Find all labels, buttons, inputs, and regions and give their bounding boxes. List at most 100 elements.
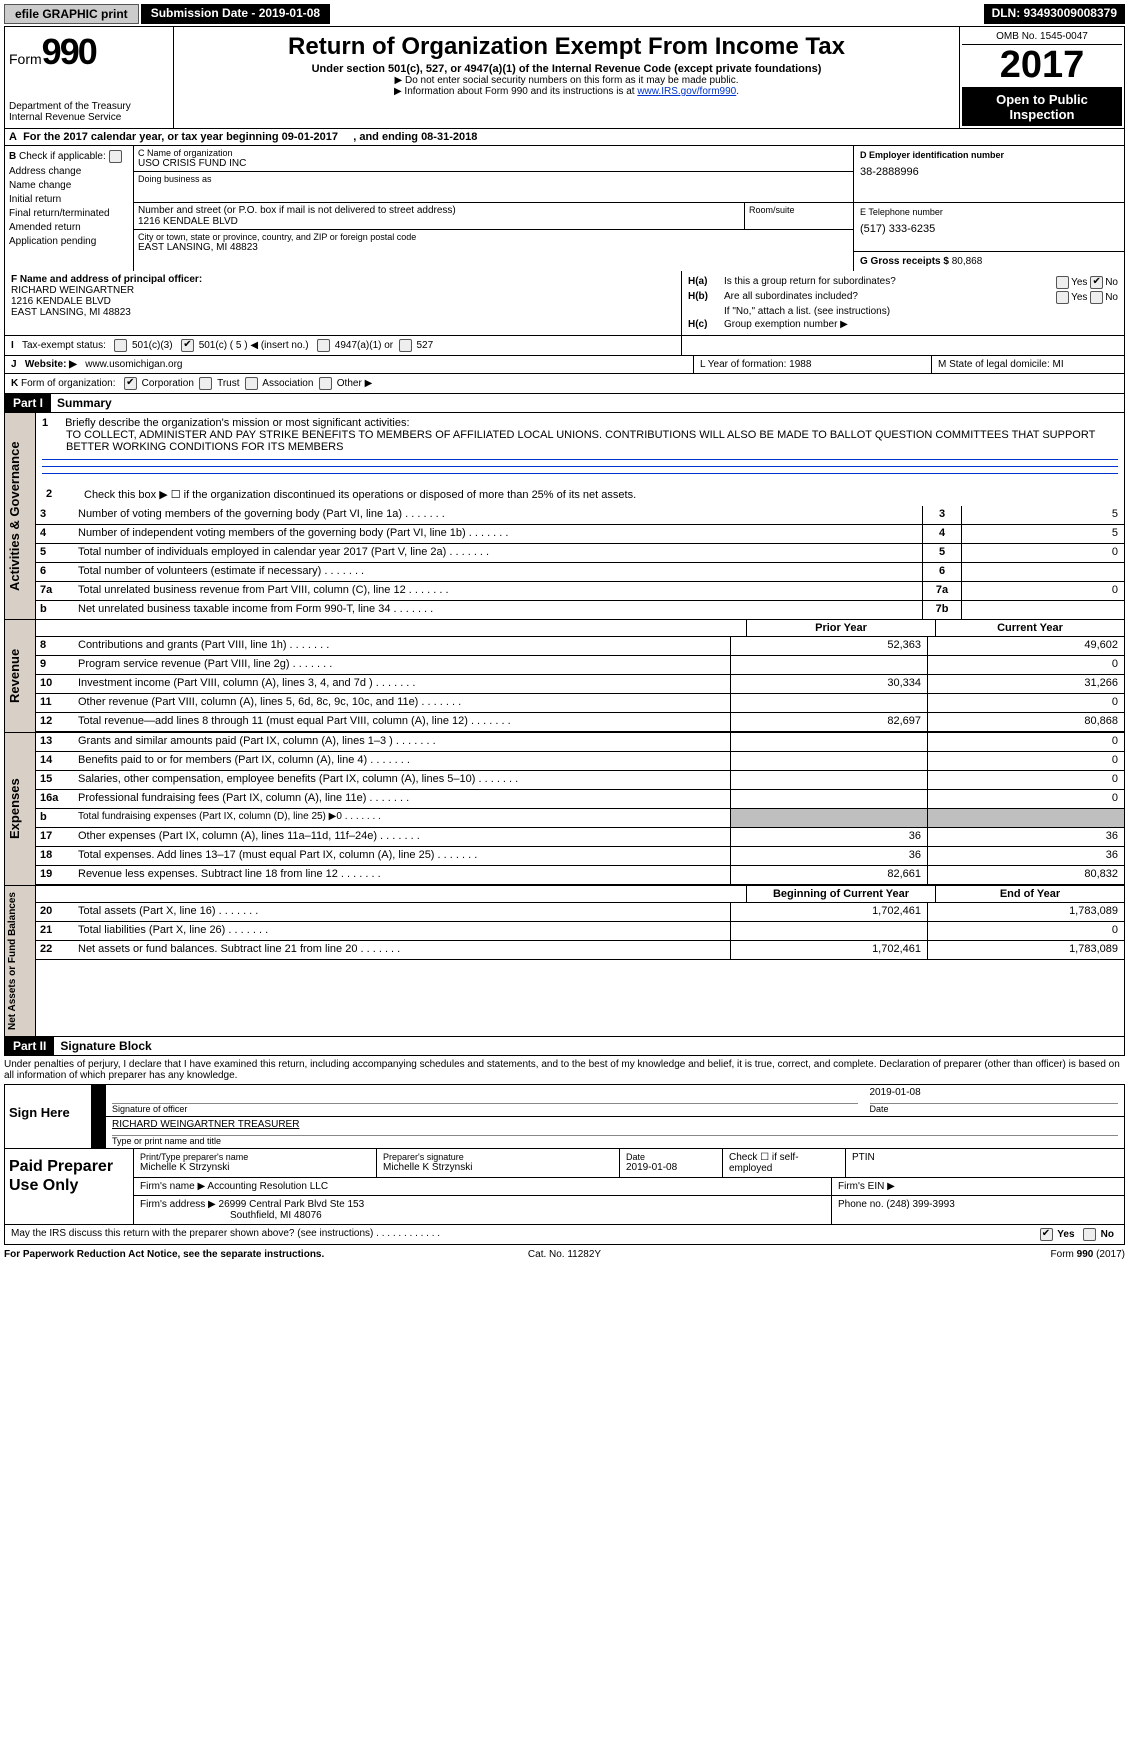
year-headers-row: Prior Year Current Year	[36, 620, 1124, 637]
gov-line-5: 5Total number of individuals employed in…	[36, 544, 1124, 563]
preparer-block: Paid Preparer Use Only Print/Type prepar…	[4, 1149, 1125, 1225]
mission-text: TO COLLECT, ADMINISTER AND PAY STRIKE BE…	[42, 429, 1118, 453]
check-initial-return: Initial return	[9, 194, 129, 205]
checkbox-applicable[interactable]	[109, 150, 122, 163]
col-de: D Employer identification number 38-2888…	[853, 146, 1124, 271]
prep-name-value: Michelle K Strzynski	[140, 1162, 370, 1173]
firm-addr1: 26999 Central Park Blvd Ste 153	[219, 1199, 365, 1210]
discuss-yes: Yes	[1057, 1229, 1074, 1240]
row-a-ending: , and ending 08-31-2018	[353, 131, 477, 143]
part1-header-row: Part I Summary	[4, 394, 1125, 413]
efile-print-button[interactable]: efile GRAPHIC print	[4, 4, 139, 24]
k-assoc: Association	[262, 378, 313, 389]
k-assoc-checkbox[interactable]	[245, 377, 258, 390]
dept-treasury: Department of the Treasury	[9, 101, 169, 112]
room-suite: Room/suite	[744, 203, 853, 229]
gross-label: G Gross receipts $	[860, 256, 949, 267]
sign-arrow-icon	[92, 1085, 106, 1116]
line-b: bTotal fundraising expenses (Part IX, co…	[36, 809, 1124, 828]
discuss-row: May the IRS discuss this return with the…	[4, 1225, 1125, 1245]
beginning-year-header: Beginning of Current Year	[746, 886, 935, 902]
prep-date-label: Date	[626, 1152, 716, 1162]
discuss-no: No	[1101, 1229, 1114, 1240]
gov-line-b: bNet unrelated business taxable income f…	[36, 601, 1124, 619]
sign-name-label: Type or print name and title	[112, 1136, 1118, 1146]
k-other-checkbox[interactable]	[319, 377, 332, 390]
expenses-vert-label: Expenses	[5, 733, 36, 885]
row-fh: F Name and address of principal officer:…	[4, 271, 1125, 336]
j-text: Website: ▶	[25, 359, 77, 370]
line-18: 18Total expenses. Add lines 13–17 (must …	[36, 847, 1124, 866]
form-subtitle-1: Under section 501(c), 527, or 4947(a)(1)…	[182, 63, 951, 75]
current-year-header: Current Year	[935, 620, 1124, 636]
phone-value: (517) 333-6235	[860, 217, 1118, 235]
mission-line-1	[42, 459, 1118, 460]
row-a-prefix: A	[9, 131, 17, 143]
k-text: Form of organization:	[21, 378, 116, 389]
i-label: I	[11, 340, 14, 351]
discuss-yes-checkbox[interactable]: ✔	[1040, 1228, 1053, 1241]
netassets-section: Net Assets or Fund Balances Beginning of…	[4, 886, 1125, 1037]
line-17: 17Other expenses (Part IX, column (A), l…	[36, 828, 1124, 847]
form-header: Form990 Department of the Treasury Inter…	[4, 26, 1125, 128]
officer-signature[interactable]	[112, 1087, 858, 1104]
sign-here-label: Sign Here	[5, 1085, 92, 1148]
b-label: B	[9, 151, 16, 162]
gross-receipts-cell: G Gross receipts $ 80,868	[854, 252, 1124, 271]
gov-line-6: 6Total number of volunteers (estimate if…	[36, 563, 1124, 582]
k-corp-checkbox[interactable]: ✔	[124, 377, 137, 390]
hb-no-checkbox[interactable]	[1090, 291, 1103, 304]
irs-label: Internal Revenue Service	[9, 112, 169, 123]
discuss-no-checkbox[interactable]	[1083, 1228, 1096, 1241]
check-final-return: Final return/terminated	[9, 208, 129, 219]
k-trust-checkbox[interactable]	[199, 377, 212, 390]
l2-text: Check this box ▶ ☐ if the organization d…	[80, 486, 1118, 504]
form-subtitle-3: ▶ Information about Form 990 and its ins…	[182, 86, 951, 97]
row-i-wrap: I Tax-exempt status: 501(c)(3) ✔ 501(c) …	[4, 336, 1125, 356]
footer-right: Form 990 (2017)	[751, 1249, 1125, 1260]
discuss-question: May the IRS discuss this return with the…	[5, 1225, 1030, 1244]
i-501c: 501(c) ( 5 ) ◀ (insert no.)	[199, 340, 309, 351]
expenses-section: Expenses 13Grants and similar amounts pa…	[4, 733, 1125, 886]
street-label: Number and street (or P.O. box if mail i…	[138, 205, 740, 216]
col-c-org-info: C Name of organization USO CRISIS FUND I…	[134, 146, 853, 271]
i-501c3-checkbox[interactable]	[114, 339, 127, 352]
form-subtitle-2: ▶ Do not enter social security numbers o…	[182, 75, 951, 86]
line-12: 12Total revenue—add lines 8 through 11 (…	[36, 713, 1124, 732]
irs-link[interactable]: www.IRS.gov/form990	[637, 86, 736, 97]
revenue-vert-label: Revenue	[5, 620, 36, 732]
mission-line-3	[42, 473, 1118, 474]
k-trust: Trust	[217, 378, 239, 389]
form-label-text: Form	[9, 51, 42, 67]
sign-name-value: RICHARD WEINGARTNER TREASURER	[112, 1119, 1118, 1136]
street-value: 1216 KENDALE BLVD	[138, 216, 740, 227]
i-501c-checkbox[interactable]: ✔	[181, 339, 194, 352]
line-8: 8Contributions and grants (Part VIII, li…	[36, 637, 1124, 656]
check-address-change: Address change	[9, 166, 129, 177]
line-9: 9Program service revenue (Part VIII, lin…	[36, 656, 1124, 675]
i-4947-checkbox[interactable]	[317, 339, 330, 352]
open-to-public: Open to Public Inspection	[962, 88, 1122, 126]
i-501c3: 501(c)(3)	[132, 340, 173, 351]
gov-line-7a: 7aTotal unrelated business revenue from …	[36, 582, 1124, 601]
gov-line-3: 3Number of voting members of the governi…	[36, 506, 1124, 525]
ein-label: D Employer identification number	[860, 150, 1004, 160]
year-formation: L Year of formation: 1988	[694, 356, 932, 373]
l1-pre: Briefly describe the organization's miss…	[65, 417, 409, 429]
block-bcde: B Check if applicable: Address change Na…	[4, 146, 1125, 271]
line-10: 10Investment income (Part VIII, column (…	[36, 675, 1124, 694]
city-value: EAST LANSING, MI 48823	[138, 242, 849, 253]
line-21: 21Total liabilities (Part X, line 26)0	[36, 922, 1124, 941]
netassets-vert-label: Net Assets or Fund Balances	[5, 886, 36, 1036]
ha-no-checkbox[interactable]: ✔	[1090, 276, 1103, 289]
gross-value: 80,868	[952, 256, 983, 267]
ha-yes-checkbox[interactable]	[1056, 276, 1069, 289]
org-name-label: C Name of organization	[138, 148, 849, 158]
room-label: Room/suite	[749, 205, 795, 215]
hb-yes-checkbox[interactable]	[1056, 291, 1069, 304]
hb-text: Are all subordinates included?	[724, 291, 1056, 304]
k-other: Other ▶	[337, 378, 372, 389]
i-527-checkbox[interactable]	[399, 339, 412, 352]
hc-text: Group exemption number ▶	[724, 319, 1118, 330]
sign-date-label: Date	[870, 1104, 1119, 1114]
